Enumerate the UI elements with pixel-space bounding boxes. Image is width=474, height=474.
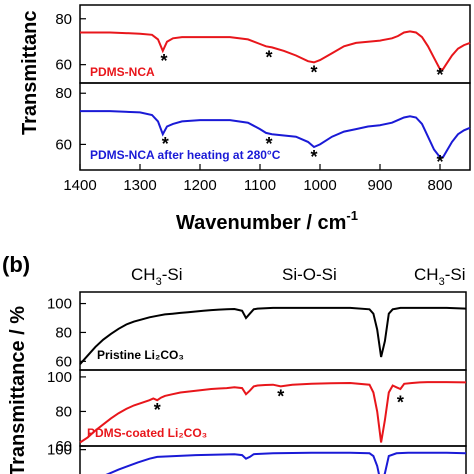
panel-a-bottom: * * * * 60 80 1400 1300 1200 1100 1000 900 800 PDM… (55, 82, 471, 194)
group-label-ch3si-left-si: -Si (162, 265, 183, 284)
group-label-ch3si-right: CH3-Si (414, 265, 465, 288)
series-line-pristine (79, 306, 467, 365)
legend-pdms-nca: PDMS-NCA (90, 65, 155, 79)
y-axis-label-b: Transmittance / % (7, 306, 29, 474)
y-tick-label: 80 (55, 11, 72, 28)
y-ticks-a-top: 60 80 (55, 11, 86, 74)
peak-marker-asterisk: * (310, 147, 317, 167)
y-ticks-a-bottom: 60 80 (55, 85, 86, 153)
plot-frame-a-bottom (79, 82, 471, 171)
y-tick-label: 100 (47, 442, 72, 459)
y-tick-label: 100 (47, 369, 72, 386)
panel-b-2: * * * 60 80 100 PDMS-coated Li₂CO₃ (47, 369, 467, 455)
annotations-b-2: * * * (154, 386, 404, 420)
y-tick-label: 80 (55, 324, 72, 341)
y-tick-label: 80 (55, 85, 72, 102)
legend-pristine: Pristine Li₂CO₃ (97, 348, 184, 362)
annotations-a-bottom: * * * * (162, 134, 444, 172)
peak-marker-asterisk: * (160, 51, 167, 71)
group-label-ch3si-right-si: -Si (445, 265, 466, 284)
x-tick-label: 900 (367, 177, 392, 194)
y-tick-label: 100 (47, 296, 72, 313)
x-axis-label-a-main: Wavenumber / cm (176, 212, 346, 234)
series-line-pdms-nca (80, 30, 471, 71)
y-tick-label: 60 (55, 353, 72, 370)
y-tick-label: 80 (55, 403, 72, 420)
group-label-ch3si-right-sub: 3 (439, 276, 445, 288)
y-ticks-b-3: 100 (47, 442, 86, 459)
x-tick-label: 800 (427, 177, 452, 194)
group-label-siosi: Si-O-Si (282, 265, 337, 284)
y-ticks-b-2: 60 80 100 (47, 369, 86, 455)
panel-b-1: 60 80 100 Pristine Li₂CO₃ (47, 291, 467, 371)
x-axis-label-a: Wavenumber / cm-1 (176, 208, 358, 234)
peak-marker-asterisk: * (265, 134, 272, 154)
x-tick-label: 1100 (244, 177, 276, 194)
y-tick-label: 60 (55, 57, 72, 74)
series-line-b3 (105, 451, 467, 474)
group-label-ch3si-left: CH3-Si (131, 265, 182, 288)
x-tick-label: 1400 (63, 177, 96, 194)
x-tick-label: 1300 (123, 177, 156, 194)
peak-marker-asterisk: * (154, 400, 161, 420)
peak-marker-asterisk: * (162, 134, 169, 154)
group-label-ch3si-left-ch: CH (131, 265, 156, 284)
x-axis-label-a-sup: -1 (346, 208, 358, 223)
group-label-ch3si-left-sub: 3 (156, 276, 162, 288)
peak-marker-asterisk: * (436, 152, 443, 172)
series-line-pdms-nca-heated (80, 110, 471, 159)
peak-marker-asterisk: * (397, 392, 404, 412)
peak-marker-asterisk: * (436, 65, 443, 85)
x-tick-label: 1200 (183, 177, 216, 194)
series-line-pdms-coated (79, 381, 467, 444)
panel-b-label: (b) (2, 252, 30, 277)
x-tick-label: 1000 (303, 177, 336, 194)
y-axis-label-a: Transmittanc (19, 11, 41, 135)
peak-group-labels: CH3-Si Si-O-Si CH3-Si (131, 265, 465, 288)
peak-marker-asterisk: * (277, 386, 284, 406)
y-tick-label: 60 (55, 438, 72, 455)
y-ticks-b-1: 60 80 100 (47, 296, 86, 370)
legend-pdms-coated: PDMS-coated Li₂CO₃ (87, 426, 207, 440)
group-label-ch3si-right-ch: CH (414, 265, 439, 284)
peak-marker-asterisk: * (265, 47, 272, 67)
plot-frame-b-3 (79, 445, 467, 474)
legend-pdms-nca-heated: PDMS-NCA after heating at 280°C (90, 148, 281, 162)
x-ticks-a: 1400 1300 1200 1100 1000 900 800 (63, 164, 453, 194)
panel-b-3: 100 (47, 442, 467, 474)
peak-marker-asterisk: * (310, 62, 317, 82)
annotations-a-top: * * * * (160, 47, 443, 85)
y-tick-label: 60 (55, 136, 72, 153)
panel-a-top: * * * * 60 80 PDMS-NCA (55, 4, 471, 85)
